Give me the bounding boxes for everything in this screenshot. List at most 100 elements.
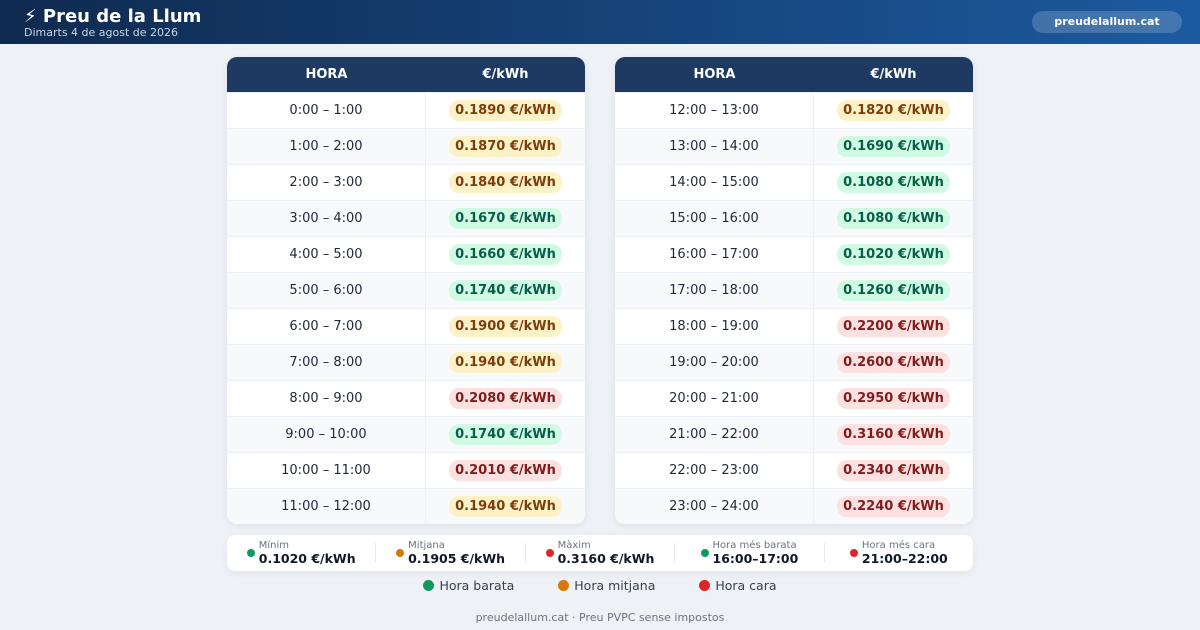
price-cell: 0.2010 €/kWh	[426, 460, 585, 481]
table-row: 21:00 – 22:00 0.3160 €/kWh	[615, 416, 973, 452]
price-cell: 0.2080 €/kWh	[426, 388, 585, 409]
legend-label: Hora cara	[715, 578, 777, 593]
stat-value: 0.1905 €/kWh	[408, 551, 506, 566]
table-row: 1:00 – 2:00 0.1870 €/kWh	[227, 128, 585, 164]
hour-cell: 19:00 – 20:00	[615, 345, 814, 380]
stat: Màxim 0.3160 €/kWh	[526, 540, 676, 566]
table-row: 12:00 – 13:00 0.1820 €/kWh	[615, 92, 973, 128]
hour-cell: 8:00 – 9:00	[227, 381, 426, 416]
stat-label: Hora més barata	[712, 540, 797, 551]
table-row: 20:00 – 21:00 0.2950 €/kWh	[615, 380, 973, 416]
price-badge: 0.1690 €/kWh	[837, 136, 950, 157]
price-badge: 0.1890 €/kWh	[449, 100, 562, 121]
price-cell: 0.2340 €/kWh	[814, 460, 973, 481]
stat-dot	[396, 549, 405, 557]
hour-cell: 21:00 – 22:00	[615, 417, 814, 452]
stat-label: Hora més cara	[861, 540, 936, 551]
price-badge: 0.1080 €/kWh	[837, 172, 950, 193]
price-badge: 0.1020 €/kWh	[837, 244, 950, 265]
price-badge: 0.1740 €/kWh	[449, 280, 562, 301]
legend-dot	[558, 580, 570, 591]
hour-cell: 2:00 – 3:00	[227, 165, 426, 200]
price-badge: 0.1900 €/kWh	[449, 316, 562, 337]
hour-cell: 6:00 – 7:00	[227, 309, 426, 344]
hour-cell: 3:00 – 4:00	[227, 201, 426, 236]
table-header: HORA €/kWh	[615, 57, 973, 92]
price-badge: 0.2200 €/kWh	[837, 316, 950, 337]
price-badge: 0.1820 €/kWh	[837, 100, 950, 121]
legend-dot	[699, 580, 711, 591]
stat-text: Màxim 0.3160 €/kWh	[558, 540, 655, 566]
price-badge: 0.3160 €/kWh	[837, 424, 950, 445]
price-badge: 0.1660 €/kWh	[449, 244, 562, 265]
hour-cell: 20:00 – 21:00	[615, 381, 814, 416]
legend-item: Hora barata	[423, 578, 514, 593]
price-badge: 0.2340 €/kWh	[837, 460, 950, 481]
stat-dot	[700, 549, 709, 557]
table-row: 23:00 – 24:00 0.2240 €/kWh	[615, 488, 973, 524]
legend-dot	[423, 580, 435, 591]
price-cell: 0.1940 €/kWh	[426, 352, 585, 373]
price-badge: 0.2080 €/kWh	[449, 388, 562, 409]
table-row: 17:00 – 18:00 0.1260 €/kWh	[615, 272, 973, 308]
price-badge: 0.1870 €/kWh	[449, 136, 562, 157]
price-badge: 0.1260 €/kWh	[837, 280, 950, 301]
price-badge: 0.2950 €/kWh	[837, 388, 950, 409]
price-cell: 0.1940 €/kWh	[426, 496, 585, 517]
price-badge: 0.1840 €/kWh	[449, 172, 562, 193]
price-cell: 0.1660 €/kWh	[426, 244, 585, 265]
table-row: 8:00 – 9:00 0.2080 €/kWh	[227, 380, 585, 416]
stat-value: 21:00–22:00	[861, 551, 948, 566]
hour-cell: 1:00 – 2:00	[227, 129, 426, 164]
site-link[interactable]: preudelallum.cat	[1032, 11, 1182, 33]
hour-cell: 14:00 – 15:00	[615, 165, 814, 200]
stat: Mitjana 0.1905 €/kWh	[376, 540, 526, 566]
stat-label: Màxim	[557, 540, 591, 551]
hour-cell: 4:00 – 5:00	[227, 237, 426, 272]
price-cell: 0.2600 €/kWh	[814, 352, 973, 373]
price-badge: 0.2240 €/kWh	[837, 496, 950, 517]
price-cell: 0.1020 €/kWh	[814, 244, 973, 265]
table-row: 22:00 – 23:00 0.2340 €/kWh	[615, 452, 973, 488]
table-row: 3:00 – 4:00 0.1670 €/kWh	[227, 200, 585, 236]
price-badge: 0.1740 €/kWh	[449, 424, 562, 445]
column-header: HORA	[305, 67, 348, 82]
hour-cell: 16:00 – 17:00	[615, 237, 814, 272]
hour-cell: 18:00 – 19:00	[615, 309, 814, 344]
stat-dot	[849, 549, 858, 557]
price-cell: 0.1820 €/kWh	[814, 100, 973, 121]
column-header: HORA	[693, 67, 736, 82]
legend-label: Hora mitjana	[574, 578, 656, 593]
legend-item: Hora mitjana	[558, 578, 655, 593]
stat-text: Mínim 0.1020 €/kWh	[259, 540, 356, 566]
hour-cell: 12:00 – 13:00	[615, 93, 814, 128]
legend-item: Hora cara	[699, 578, 777, 593]
stat: Hora més cara 21:00–22:00	[825, 540, 973, 566]
stats-bar: Mínim 0.1020 €/kWh Mitjana 0.1905 €/kWh Màxi…	[227, 535, 973, 571]
column-header: €/kWh	[870, 67, 917, 82]
table-row: 19:00 – 20:00 0.2600 €/kWh	[615, 344, 973, 380]
stat: Mínim 0.1020 €/kWh	[227, 540, 377, 566]
price-badge: 0.1940 €/kWh	[449, 496, 562, 517]
table-row: 15:00 – 16:00 0.1080 €/kWh	[615, 200, 973, 236]
tables: HORA €/kWh 0:00 – 1:00 0.1890 €/kWh 1:00 – 2…	[227, 57, 973, 524]
stat-value: 0.1020 €/kWh	[258, 551, 356, 566]
price-cell: 0.1740 €/kWh	[426, 424, 585, 445]
hour-cell: 22:00 – 23:00	[615, 453, 814, 488]
hour-cell: 13:00 – 14:00	[615, 129, 814, 164]
price-cell: 0.1080 €/kWh	[814, 172, 973, 193]
hour-cell: 11:00 – 12:00	[227, 489, 426, 524]
price-cell: 0.1840 €/kWh	[426, 172, 585, 193]
table-row: 13:00 – 14:00 0.1690 €/kWh	[615, 128, 973, 164]
legend: Hora barata Hora mitjana Hora cara	[0, 578, 1200, 593]
table-row: 18:00 – 19:00 0.2200 €/kWh	[615, 308, 973, 344]
stat-text: Hora més barata 16:00–17:00	[713, 540, 799, 566]
price-table: HORA €/kWh 12:00 – 13:00 0.1820 €/kWh 13:00 …	[615, 57, 973, 524]
table-row: 5:00 – 6:00 0.1740 €/kWh	[227, 272, 585, 308]
stat-value: 0.3160 €/kWh	[557, 551, 655, 566]
price-cell: 0.1260 €/kWh	[814, 280, 973, 301]
price-cell: 0.1080 €/kWh	[814, 208, 973, 229]
price-cell: 0.1670 €/kWh	[426, 208, 585, 229]
price-cell: 0.2240 €/kWh	[814, 496, 973, 517]
